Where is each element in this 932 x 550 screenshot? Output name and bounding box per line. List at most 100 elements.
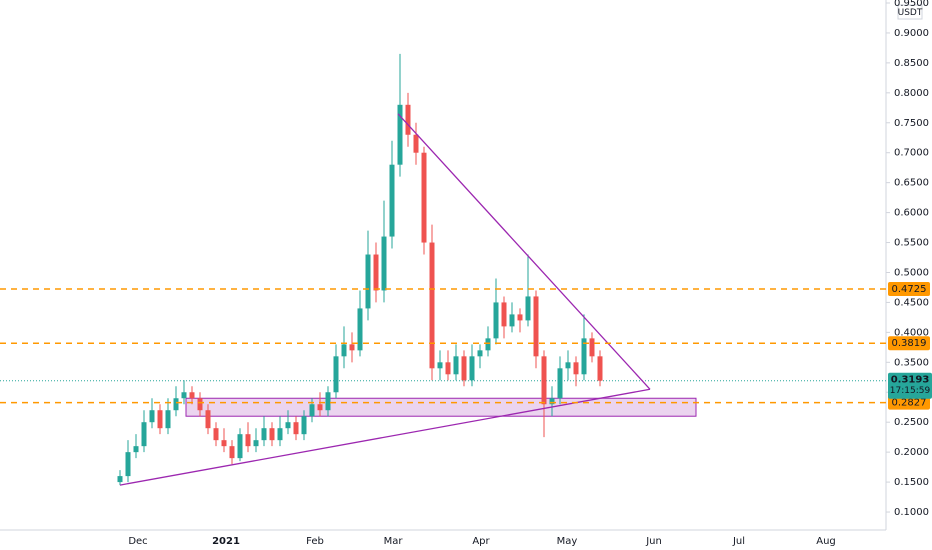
candle-body (165, 410, 171, 429)
x-tick-label: 2021 (212, 536, 240, 547)
candle-body (357, 308, 363, 351)
candle-body (349, 344, 355, 351)
unit-box (897, 4, 923, 20)
candle-body (141, 422, 147, 447)
candle-body (285, 422, 291, 429)
x-tick-label: Jun (645, 536, 662, 547)
candle-body (461, 356, 467, 381)
candle-body (405, 104, 411, 135)
level-label: 0.4725 (892, 284, 927, 295)
candle-body (573, 362, 579, 375)
candle-body (205, 410, 211, 429)
candle-body (173, 398, 179, 411)
y-tick-label: 0.2500 (894, 417, 929, 428)
y-tick-label: 0.1000 (894, 507, 929, 518)
level-badge (888, 336, 930, 351)
candle-body (309, 404, 315, 417)
candle-body (477, 350, 483, 357)
candle-body (413, 134, 419, 153)
last-price-label: 0.3193 (891, 375, 930, 386)
x-tick-label: Dec (128, 536, 147, 547)
candle-body (389, 164, 395, 237)
candle-body (229, 446, 235, 459)
x-tick-label: Feb (306, 536, 324, 547)
candle-body (293, 422, 299, 435)
candle-body (557, 368, 563, 399)
x-tick-label: Mar (384, 536, 404, 547)
candle-body (117, 476, 123, 483)
candle-body (597, 356, 603, 381)
candle-body (589, 338, 595, 357)
y-tick-label: 0.3500 (894, 357, 929, 368)
candle-body (237, 434, 243, 459)
candle-body (197, 398, 203, 411)
candle-body (213, 428, 219, 441)
x-tick-label: Aug (816, 536, 836, 547)
candle-body (381, 236, 387, 291)
candle-body (365, 254, 371, 309)
y-tick-label: 0.2000 (894, 447, 929, 458)
level-label: 0.2827 (892, 398, 927, 409)
y-tick-label: 0.8000 (894, 88, 929, 99)
y-tick-label: 0.5000 (894, 267, 929, 278)
level-badge (888, 395, 930, 410)
candle-body (565, 362, 571, 369)
unit-label: USDT (898, 8, 923, 18)
candle-body (485, 338, 491, 351)
candle-body (341, 344, 347, 357)
candle-body (261, 428, 267, 441)
candle-body (189, 392, 195, 399)
candle-body (325, 392, 331, 411)
candle-body (133, 446, 139, 453)
level-label: 0.3819 (892, 338, 927, 349)
countdown-label: 17:15:59 (890, 386, 931, 396)
candle-body (149, 410, 155, 423)
candle-body (525, 296, 531, 321)
candle-body (469, 356, 475, 381)
y-tick-label: 0.5500 (894, 238, 929, 249)
y-tick-label: 0.6000 (894, 208, 929, 219)
level-badge (888, 281, 930, 296)
candle-body (157, 410, 163, 429)
candle-body (581, 338, 587, 375)
y-tick-label: 0.8500 (894, 58, 929, 69)
candle-body (269, 428, 275, 441)
candle-body (493, 302, 499, 339)
candle-body (181, 392, 187, 399)
candle-body (517, 314, 523, 321)
y-tick-label: 0.9000 (894, 28, 929, 39)
last-price-badge (888, 372, 932, 399)
candle-body (437, 362, 443, 369)
y-tick-label: 0.1500 (894, 477, 929, 488)
candle-body (533, 296, 539, 357)
candle-body (429, 242, 435, 369)
candle-body (453, 356, 459, 375)
candle-body (509, 314, 515, 327)
candle-body (333, 356, 339, 393)
candle-body (317, 404, 323, 411)
candle-body (501, 302, 507, 327)
candle-body (245, 434, 251, 447)
support-zone (185, 397, 697, 417)
trendline (119, 388, 651, 486)
candle-body (301, 416, 307, 435)
candle-body (277, 428, 283, 441)
y-tick-label: 0.4000 (894, 327, 929, 338)
x-tick-label: Jul (732, 536, 745, 547)
y-tick-label: 0.9500 (894, 0, 929, 9)
candle-body (549, 398, 555, 405)
candle-body (445, 362, 451, 375)
candle-body (397, 104, 403, 165)
candle-body (221, 440, 227, 447)
candle-body (253, 440, 259, 447)
candle-body (541, 356, 547, 405)
x-tick-label: May (557, 536, 578, 547)
y-tick-label: 0.6500 (894, 178, 929, 189)
y-tick-label: 0.7000 (894, 148, 929, 159)
candle-body (373, 254, 379, 291)
y-tick-label: 0.7500 (894, 118, 929, 129)
y-tick-label: 0.4500 (894, 297, 929, 308)
x-tick-label: Apr (472, 536, 490, 547)
